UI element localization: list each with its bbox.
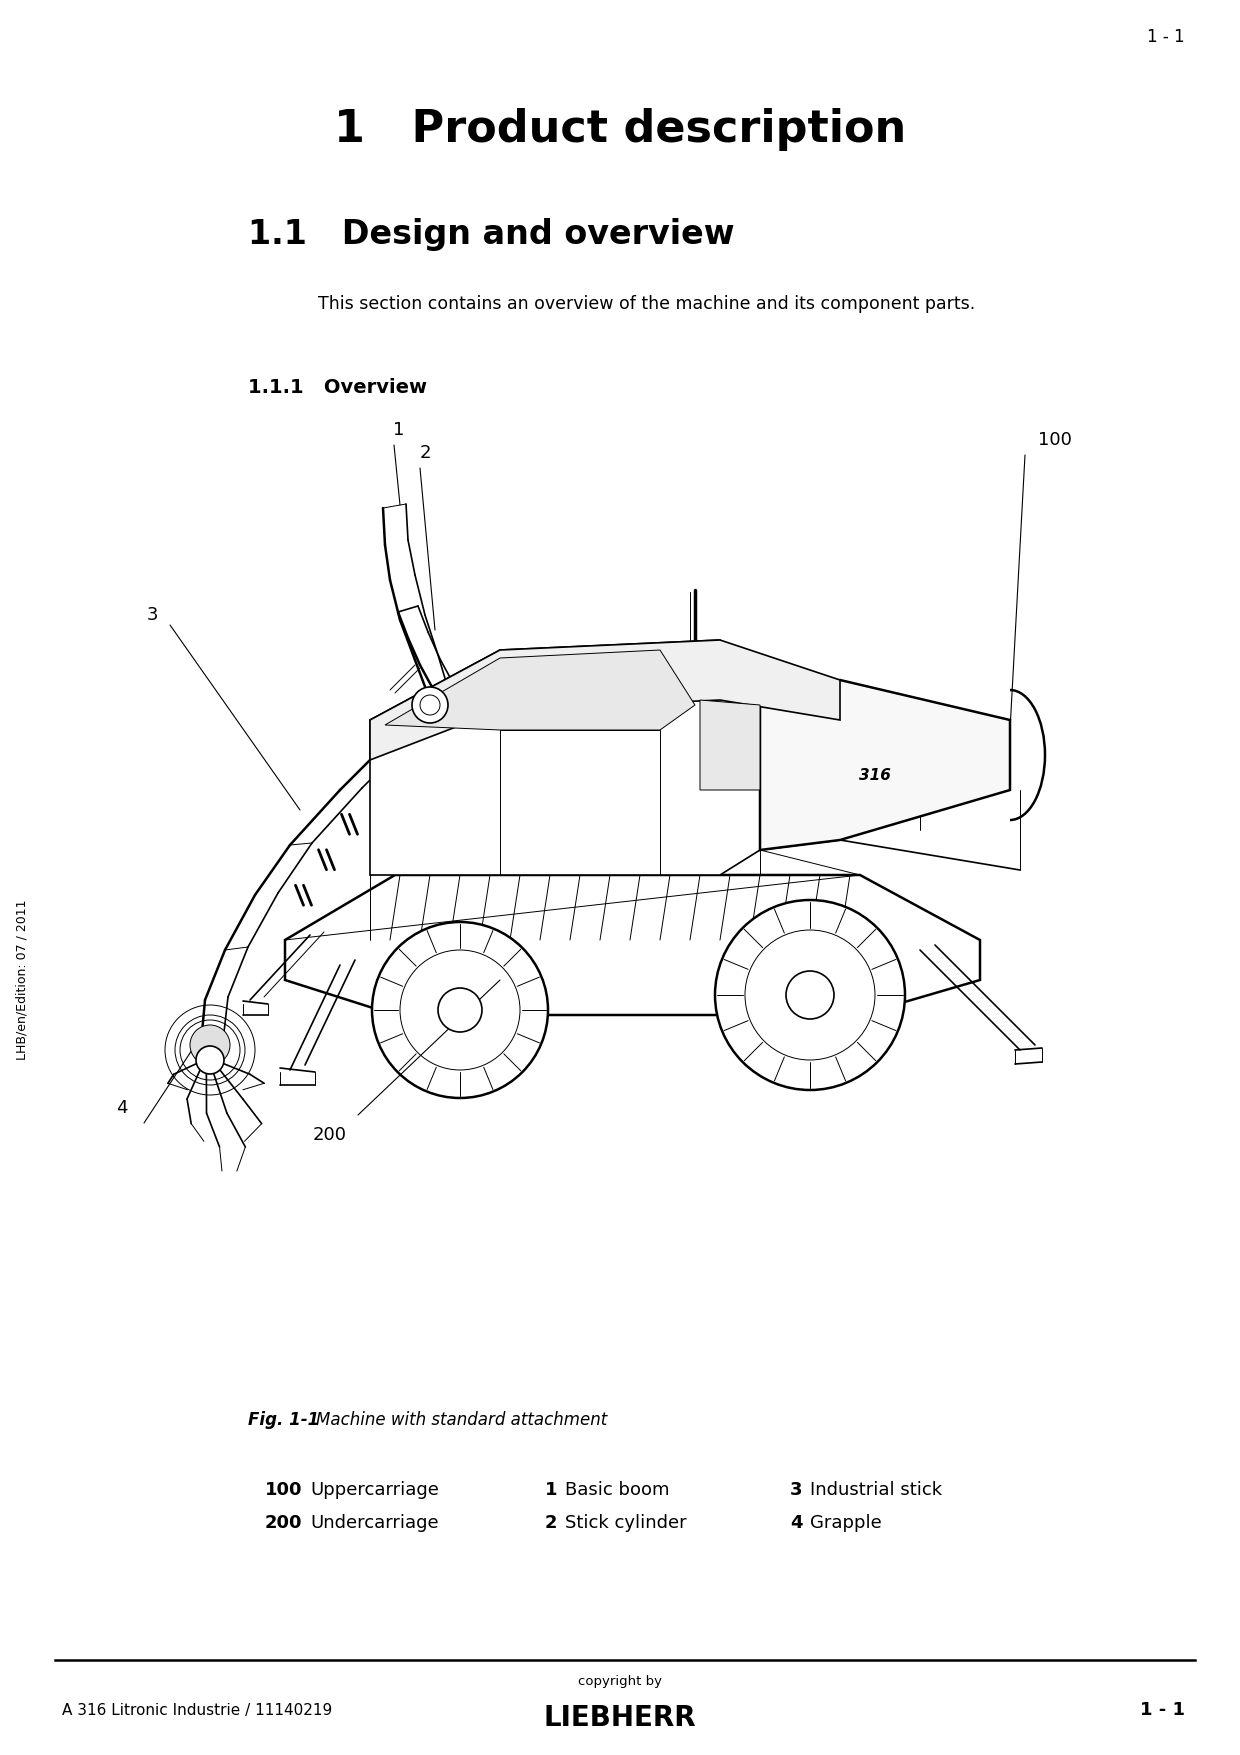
Circle shape (715, 900, 905, 1090)
Text: LHB/en/Edition: 07 / 2011: LHB/en/Edition: 07 / 2011 (15, 900, 29, 1060)
Text: 1.1   Design and overview: 1.1 Design and overview (248, 218, 734, 251)
Text: 1: 1 (546, 1481, 558, 1499)
Text: Basic boom: Basic boom (565, 1481, 670, 1499)
Circle shape (412, 686, 448, 723)
Circle shape (190, 1025, 229, 1065)
Text: 200: 200 (312, 1127, 347, 1144)
Text: Grapple: Grapple (810, 1515, 882, 1532)
Text: A 316 Litronic Industrie / 11140219: A 316 Litronic Industrie / 11140219 (62, 1702, 332, 1718)
Text: Industrial stick: Industrial stick (810, 1481, 942, 1499)
Text: 100: 100 (1038, 432, 1071, 449)
Text: 3: 3 (790, 1481, 802, 1499)
Circle shape (438, 988, 482, 1032)
Text: 4: 4 (117, 1099, 128, 1116)
Text: This section contains an overview of the machine and its component parts.: This section contains an overview of the… (317, 295, 975, 312)
Text: 1   Product description: 1 Product description (334, 109, 906, 151)
Text: Undercarriage: Undercarriage (310, 1515, 439, 1532)
Text: 1 - 1: 1 - 1 (1140, 1701, 1185, 1718)
Text: Machine with standard attachment: Machine with standard attachment (316, 1411, 608, 1429)
Text: 1.1.1   Overview: 1.1.1 Overview (248, 377, 427, 397)
Text: LIEBHERR: LIEBHERR (543, 1704, 697, 1732)
Text: 1: 1 (393, 421, 404, 439)
Text: 316: 316 (859, 767, 890, 783)
Text: 2: 2 (546, 1515, 558, 1532)
Polygon shape (760, 679, 1011, 849)
Polygon shape (370, 641, 760, 876)
Text: 3: 3 (146, 605, 157, 625)
Circle shape (786, 971, 835, 1020)
Text: Fig. 1-1: Fig. 1-1 (248, 1411, 319, 1429)
Text: 2: 2 (419, 444, 430, 462)
Text: 1 - 1: 1 - 1 (1147, 28, 1185, 46)
Text: 4: 4 (790, 1515, 802, 1532)
Text: 100: 100 (265, 1481, 303, 1499)
Text: Uppercarriage: Uppercarriage (310, 1481, 439, 1499)
Text: Stick cylinder: Stick cylinder (565, 1515, 687, 1532)
Text: 200: 200 (265, 1515, 303, 1532)
Polygon shape (701, 700, 760, 790)
Polygon shape (384, 649, 694, 730)
Polygon shape (370, 641, 839, 760)
Circle shape (196, 1046, 224, 1074)
Text: copyright by: copyright by (578, 1676, 662, 1688)
Circle shape (372, 921, 548, 1099)
